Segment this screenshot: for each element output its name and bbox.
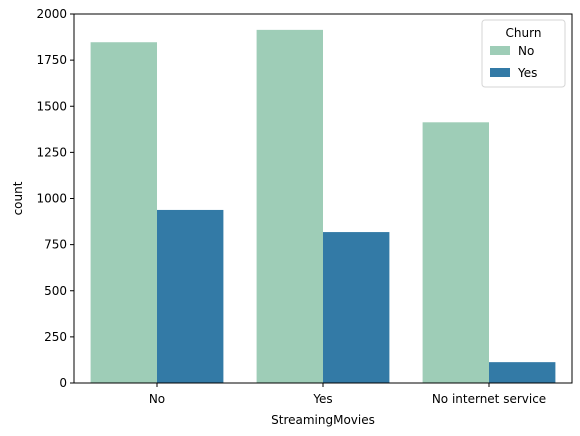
x-axis-label: StreamingMovies xyxy=(271,413,375,427)
y-tick-label: 1000 xyxy=(36,192,67,206)
y-axis: 0 250 500 750 1000 1250 1500 1750 2000 xyxy=(36,7,74,390)
y-tick-label: 1250 xyxy=(36,145,67,159)
x-tick-label: No xyxy=(149,392,165,406)
y-axis-label: count xyxy=(11,181,25,215)
legend-swatch-yes xyxy=(490,68,510,77)
y-tick-label: 250 xyxy=(44,330,67,344)
bar-yes-yes xyxy=(323,232,389,383)
legend-label-no: No xyxy=(518,44,534,58)
y-tick-label: 2000 xyxy=(36,7,67,21)
bar-no-internet-service-yes xyxy=(489,362,555,383)
bar-no-internet-service-no xyxy=(423,122,489,383)
legend: Churn No Yes xyxy=(482,20,565,87)
legend-title: Churn xyxy=(506,26,542,40)
bar-no-no xyxy=(91,42,157,383)
legend-label-yes: Yes xyxy=(517,66,537,80)
x-tick-label: No internet service xyxy=(432,392,546,406)
legend-swatch-no xyxy=(490,46,510,55)
bar-no-yes xyxy=(157,210,223,383)
y-tick-label: 500 xyxy=(44,284,67,298)
bar-yes-no xyxy=(257,30,323,383)
y-tick-label: 750 xyxy=(44,238,67,252)
y-tick-label: 0 xyxy=(59,376,67,390)
y-tick-label: 1500 xyxy=(36,99,67,113)
x-axis: No Yes No internet service xyxy=(149,383,546,406)
y-tick-label: 1750 xyxy=(36,53,67,67)
x-tick-label: Yes xyxy=(312,392,332,406)
